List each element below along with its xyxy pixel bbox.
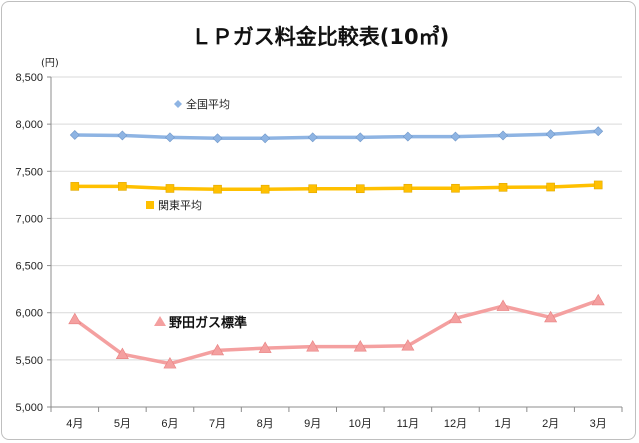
data-point <box>591 293 605 306</box>
data-point <box>498 183 508 192</box>
x-tick-label: 10月 <box>349 418 372 430</box>
y-tick-label: 7,000 <box>15 213 43 225</box>
data-point <box>451 183 460 193</box>
y-tick-label: 6,000 <box>15 308 43 320</box>
series-label-text: 全国平均 <box>186 97 230 111</box>
y-tick-label: 8,500 <box>15 72 43 84</box>
data-point <box>353 340 367 352</box>
data-point <box>260 133 271 144</box>
y-axis-unit-label: (円) <box>41 58 59 69</box>
y-tick-label: 8,000 <box>15 119 43 131</box>
data-point <box>163 357 177 369</box>
y-tick-label: 5,500 <box>15 355 43 367</box>
data-point <box>593 126 604 137</box>
x-tick-label: 1月 <box>494 418 511 430</box>
data-point <box>545 129 556 140</box>
data-point <box>115 347 129 360</box>
x-tick-label: 12月 <box>444 418 467 430</box>
data-point <box>213 184 222 194</box>
y-axis-ticks: 5,000 5,500 6,000 6,500 7,000 7,500 8,000 8,500 <box>15 72 43 414</box>
data-point <box>260 184 270 194</box>
data-point <box>402 131 413 142</box>
y-tick-label: 7,500 <box>15 166 43 178</box>
series-group <box>68 126 605 369</box>
data-point <box>212 133 223 144</box>
series-label-3: 野田ガス標準 <box>154 315 247 331</box>
series-label-text: 関東平均 <box>158 199 202 212</box>
x-tick-label: 9月 <box>304 418 321 430</box>
x-axis-ticks: 4月 5月 6月 7月 8月 9月 10月 11月 12月 1月 2月 3月 <box>50 407 623 430</box>
data-point <box>450 131 461 142</box>
data-point <box>308 184 318 194</box>
series-2 <box>70 180 603 194</box>
data-point <box>70 182 80 191</box>
data-point <box>498 130 508 141</box>
data-point <box>355 132 366 143</box>
series-3 <box>68 293 605 369</box>
data-point <box>165 132 175 143</box>
data-point <box>68 312 82 325</box>
data-point <box>403 183 413 193</box>
data-point <box>306 340 320 352</box>
x-tick-label: 5月 <box>114 418 131 430</box>
x-tick-label: 3月 <box>590 418 607 430</box>
x-tick-label: 7月 <box>209 418 226 430</box>
series-label-marker <box>174 100 182 108</box>
x-tick-label: 8月 <box>257 418 274 430</box>
series-line <box>74 129 599 141</box>
data-point <box>593 180 603 190</box>
x-tick-label: 2月 <box>542 418 559 430</box>
data-point <box>211 343 225 356</box>
y-tick-label: 5,000 <box>15 402 43 414</box>
x-tick-label: 11月 <box>397 418 419 430</box>
data-point <box>307 132 318 143</box>
y-tick-label: 6,500 <box>15 261 43 273</box>
series-label-marker <box>146 201 154 209</box>
series-label-text: 野田ガス標準 <box>169 315 247 331</box>
data-point <box>165 184 175 193</box>
data-point <box>546 182 555 192</box>
data-point <box>355 184 365 194</box>
data-point <box>448 311 462 324</box>
chart-title: ＬＰガス料金比較表(10㎥) <box>191 25 449 49</box>
data-point <box>117 130 128 141</box>
series-line <box>73 298 599 366</box>
data-point <box>401 339 415 351</box>
x-tick-label: 4月 <box>66 418 83 430</box>
data-point <box>69 130 80 140</box>
series-label-1: 全国平均 <box>174 97 230 111</box>
series-line <box>74 183 599 191</box>
data-point <box>496 299 510 311</box>
axes <box>50 77 622 408</box>
series-label-2: 関東平均 <box>146 199 202 212</box>
series-label-marker <box>154 316 166 326</box>
data-point <box>544 310 558 323</box>
x-tick-label: 6月 <box>161 418 178 430</box>
series-1 <box>69 126 604 144</box>
data-point <box>118 182 127 191</box>
data-point <box>258 341 272 353</box>
